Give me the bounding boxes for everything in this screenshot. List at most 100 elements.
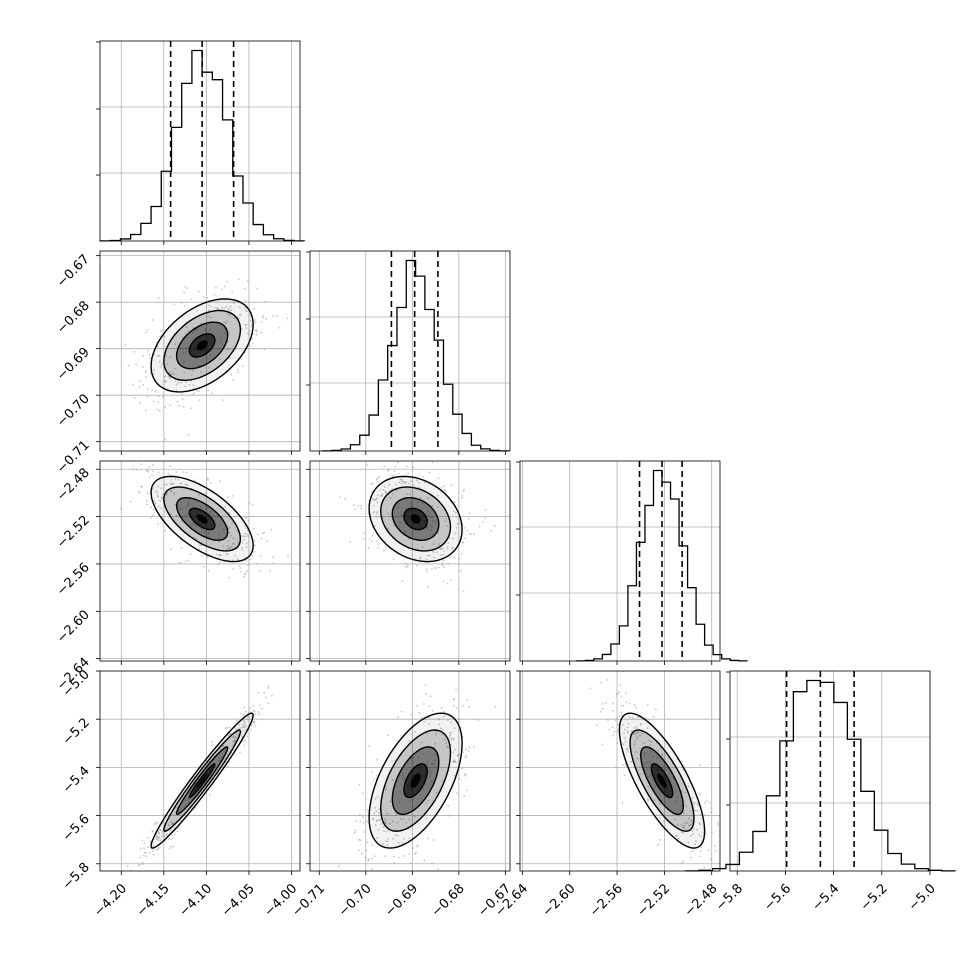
scatter-point	[703, 866, 706, 869]
scatter-point	[185, 506, 188, 508]
scatter-point	[710, 872, 712, 874]
scatter-point	[239, 712, 242, 715]
scatter-point	[714, 850, 717, 852]
scatter-point	[252, 705, 255, 707]
scatter-point	[449, 732, 451, 735]
scatter-point	[676, 800, 678, 802]
scatter-point	[376, 837, 379, 840]
scatter-point	[174, 478, 177, 480]
scatter-point	[161, 395, 164, 398]
scatter-point	[624, 736, 626, 739]
scatter-point	[232, 740, 235, 742]
scatter-point	[262, 316, 265, 319]
scatter-point	[387, 528, 389, 530]
scatter-point	[393, 861, 395, 864]
scatter-point	[161, 329, 164, 332]
panel-content-0-2	[100, 461, 300, 661]
scatter-point	[170, 373, 173, 376]
scatter-point	[231, 559, 234, 562]
scatter-panel-0-2	[99, 460, 301, 662]
scatter-point	[676, 823, 679, 826]
scatter-point	[208, 367, 210, 369]
scatter-point	[140, 463, 142, 465]
scatter-point	[362, 792, 364, 795]
scatter-point	[643, 752, 646, 754]
scatter-point	[390, 884, 392, 886]
scatter-point	[139, 402, 141, 404]
scatter-point	[167, 375, 170, 378]
scatter-point	[133, 351, 135, 353]
scatter-point	[692, 833, 694, 836]
scatter-point	[185, 381, 188, 383]
scatter-point	[699, 764, 701, 767]
scatter-point	[443, 566, 445, 568]
x-tick-label-1-1: −0.70	[336, 881, 375, 920]
scatter-point	[455, 516, 458, 518]
scatter-point	[398, 481, 400, 484]
scatter-point	[246, 280, 249, 282]
scatter-point	[227, 553, 229, 556]
scatter-point	[474, 657, 476, 659]
scatter-point	[166, 483, 168, 486]
scatter-point	[389, 822, 392, 825]
scatter-point	[173, 493, 176, 496]
scatter-point	[376, 540, 379, 543]
scatter-point	[601, 743, 604, 746]
scatter-point	[644, 717, 647, 719]
scatter-point	[209, 316, 212, 319]
contour-line-0	[403, 507, 428, 531]
scatter-point	[165, 354, 167, 357]
scatter-point	[406, 566, 409, 569]
scatter-point	[438, 543, 440, 546]
scatter-point	[187, 500, 190, 503]
scatter-point	[682, 860, 685, 863]
scatter-point	[376, 497, 379, 500]
scatter-point	[453, 501, 456, 503]
scatter-point	[387, 512, 390, 515]
scatter-point	[627, 747, 629, 750]
scatter-point	[394, 465, 397, 468]
x-tick-label-3-2: −5.4	[810, 881, 843, 914]
scatter-point	[198, 548, 201, 550]
scatter-point	[462, 704, 464, 707]
scatter-point	[633, 704, 636, 706]
scatter-point	[446, 719, 449, 722]
scatter-point	[251, 515, 254, 518]
scatter-point	[615, 766, 617, 769]
scatter-point	[425, 558, 428, 561]
scatter-point	[195, 309, 198, 312]
scatter-point	[159, 335, 161, 338]
scatter-point	[662, 820, 665, 823]
scatter-point	[442, 580, 445, 583]
scatter-point	[383, 549, 385, 552]
scatter-point	[677, 838, 679, 840]
scatter-point	[420, 717, 423, 719]
scatter-point	[458, 753, 461, 756]
scatter-point	[183, 291, 185, 294]
scatter-point	[182, 471, 185, 473]
scatter-point	[198, 399, 201, 402]
scatter-point	[129, 500, 132, 503]
scatter-point	[236, 368, 239, 371]
scatter-point	[190, 298, 193, 301]
scatter-point	[443, 485, 445, 487]
scatter-point	[661, 753, 664, 755]
scatter-point	[674, 818, 677, 821]
scatter-point	[409, 799, 412, 802]
scatter-point	[196, 390, 198, 392]
scatter-point	[245, 559, 248, 562]
scatter-point	[377, 543, 380, 545]
scatter-point	[228, 547, 230, 549]
scatter-point	[195, 328, 198, 331]
scatter-point	[368, 858, 370, 861]
scatter-point	[462, 751, 465, 754]
scatter-point	[440, 486, 443, 489]
scatter-point	[177, 381, 179, 384]
scatter-point	[146, 500, 148, 502]
scatter-point	[431, 762, 433, 765]
panel-frame-0-3	[99, 670, 301, 872]
scatter-point	[648, 776, 651, 778]
scatter-point	[253, 539, 256, 542]
scatter-point	[228, 309, 231, 312]
histogram-frame-1	[309, 250, 511, 452]
